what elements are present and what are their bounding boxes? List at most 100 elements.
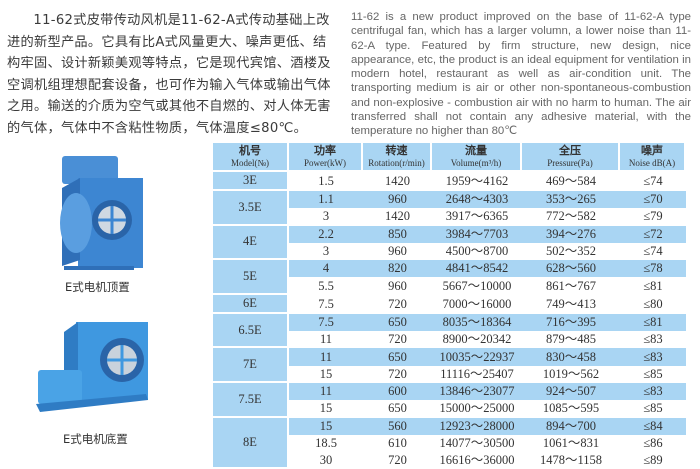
column-header-en: Rotation(r/min)	[368, 157, 425, 168]
pressure-cell: 1019～562	[522, 365, 620, 383]
noise-cell: ≤79	[620, 208, 686, 226]
table-row: 18.5 610 14077～30500 1061～831 ≤86	[213, 434, 686, 453]
rotation-cell: 850	[363, 225, 432, 243]
model-cell: 6.5E	[213, 313, 289, 349]
noise-cell: ≤70	[620, 191, 686, 209]
pressure-cell: 1085～595	[522, 400, 620, 418]
noise-cell: ≤85	[620, 400, 686, 418]
power-cell: 11	[289, 331, 363, 349]
column-header-en: Model(№)	[230, 157, 270, 168]
volume-cell: 10035～22937	[432, 348, 522, 366]
volume-cell: 4500～8700	[432, 242, 522, 261]
power-cell: 1.5	[289, 172, 363, 191]
table-row: 5E 4 820 4841～8542 628～560 ≤78	[213, 260, 686, 295]
column-header: 机号 Model(№)	[213, 143, 289, 172]
rotation-cell: 1420	[363, 172, 432, 191]
noise-cell: ≤83	[620, 382, 686, 401]
volume-cell: 7000～16000	[432, 294, 522, 314]
noise-cell: ≤72	[620, 225, 686, 243]
pressure-cell: 1478～1158	[522, 452, 620, 469]
power-cell: 15	[289, 365, 363, 383]
table-row: 15 650 15000～25000 1085～595 ≤85	[213, 400, 686, 418]
column-header: 流量 Volume(m³/h)	[432, 143, 522, 172]
model-cell: 7E	[213, 348, 289, 383]
column-header-cn: 功率	[314, 143, 336, 157]
power-cell: 1.1	[289, 191, 363, 209]
power-cell: 4	[289, 260, 363, 278]
intro-text-chinese: 11-62式皮带传动风机是11-62-A式传动基础上改进的新型产品。它具有比A式…	[7, 13, 331, 136]
rotation-cell: 960	[363, 277, 432, 295]
column-header-en: Volume(m³/h)	[450, 157, 502, 168]
volume-cell: 8035～18364	[432, 313, 522, 332]
volume-cell: 5667～10000	[432, 277, 522, 295]
column-header-cn: 全压	[559, 143, 581, 157]
volume-cell: 12923～28000	[432, 417, 522, 435]
noise-cell: ≤86	[620, 434, 686, 453]
intro-text-english: 11-62 is a new product improved on the b…	[351, 11, 691, 138]
volume-cell: 11116～25407	[432, 365, 522, 383]
pressure-cell: 502～352	[522, 242, 620, 261]
column-header: 功率 Power(kW)	[289, 143, 363, 172]
column-header-en: Noise dB(A)	[628, 157, 676, 168]
model-cell: 3.5E	[213, 191, 289, 226]
rotation-cell: 650	[363, 348, 432, 366]
noise-cell: ≤85	[620, 365, 686, 383]
table-row: 3 960 4500～8700 502～352 ≤74	[213, 242, 686, 261]
rotation-cell: 960	[363, 191, 432, 209]
volume-cell: 16616～36000	[432, 452, 522, 469]
volume-cell: 3984～7703	[432, 225, 522, 243]
rotation-cell: 610	[363, 434, 432, 453]
fan-motor-bottom-image	[36, 322, 148, 412]
pressure-cell: 749～413	[522, 294, 620, 314]
power-cell: 18.5	[289, 434, 363, 453]
column-header: 全压 Pressure(Pa)	[522, 143, 620, 172]
volume-cell: 2648～4303	[432, 191, 522, 209]
rotation-cell: 560	[363, 417, 432, 435]
table-row: 15 720 11116～25407 1019～562 ≤85	[213, 365, 686, 383]
rotation-cell: 600	[363, 382, 432, 401]
volume-cell: 1959～4162	[432, 172, 522, 191]
column-header-cn: 流量	[465, 143, 487, 157]
model-cell: 7.5E	[213, 382, 289, 418]
volume-cell: 3917～6365	[432, 208, 522, 226]
table-row: 6E 7.5 720 7000～16000 749～413 ≤80	[213, 294, 686, 314]
model-cell: 3E	[213, 172, 289, 191]
rotation-cell: 1420	[363, 208, 432, 226]
noise-cell: ≤74	[620, 172, 686, 191]
noise-cell: ≤74	[620, 242, 686, 261]
table-header-row: 机号 Model(№) 功率 Power(kW) 转速 Rotation(r/min) 流量…	[213, 143, 686, 172]
spec-table: 机号 Model(№) 功率 Power(kW) 转速 Rotation(r/min) 流量…	[213, 143, 686, 469]
noise-cell: ≤83	[620, 348, 686, 366]
column-header-cn: 噪声	[641, 143, 663, 157]
power-cell: 3	[289, 208, 363, 226]
volume-cell: 4841～8542	[432, 260, 522, 278]
pressure-cell: 353～265	[522, 191, 620, 209]
rotation-cell: 720	[363, 452, 432, 469]
pressure-cell: 879～485	[522, 331, 620, 349]
pressure-cell: 894～700	[522, 417, 620, 435]
noise-cell: ≤84	[620, 417, 686, 435]
pressure-cell: 830～458	[522, 348, 620, 366]
pressure-cell: 924～507	[522, 382, 620, 401]
column-header: 转速 Rotation(r/min)	[363, 143, 432, 172]
power-cell: 7.5	[289, 294, 363, 314]
model-cell: 6E	[213, 294, 289, 314]
column-header-en: Power(kW)	[304, 157, 346, 168]
power-cell: 11	[289, 348, 363, 366]
power-cell: 11	[289, 382, 363, 401]
power-cell: 7.5	[289, 313, 363, 332]
rotation-cell: 720	[363, 294, 432, 314]
power-cell: 30	[289, 452, 363, 469]
model-cell: 5E	[213, 260, 289, 295]
noise-cell: ≤81	[620, 277, 686, 295]
volume-cell: 14077～30500	[432, 434, 522, 453]
pressure-cell: 628～560	[522, 260, 620, 278]
pressure-cell: 772～582	[522, 208, 620, 226]
power-cell: 15	[289, 400, 363, 418]
rotation-cell: 720	[363, 331, 432, 349]
table-row: 3E 1.5 1420 1959～4162 469～584 ≤74	[213, 172, 686, 191]
rotation-cell: 650	[363, 400, 432, 418]
power-cell: 5.5	[289, 277, 363, 295]
rotation-cell: 960	[363, 242, 432, 261]
volume-cell: 13846～23077	[432, 382, 522, 401]
